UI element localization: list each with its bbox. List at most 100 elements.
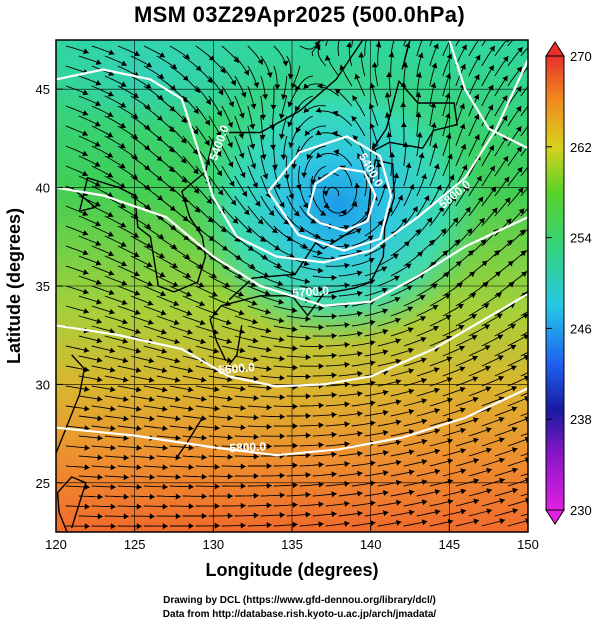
stream-arrowhead [517,187,524,194]
stream-arrowhead [331,333,337,339]
stream-arrowhead [443,272,450,278]
stream-arrowhead [564,447,570,453]
stream-arrowhead [135,328,141,335]
stream-arrowhead [334,89,341,95]
streamline [507,40,514,47]
stream-arrowhead [421,398,427,404]
stream-arrowhead [162,523,168,530]
stream-arrowhead [382,349,389,356]
stream-arrowhead [201,415,207,422]
stream-arrowhead [421,418,428,425]
stream-arrowhead [486,467,492,474]
stream-arrowhead [259,134,266,140]
stream-arrowhead [522,313,528,319]
stream-arrowhead [511,426,518,433]
stream-arrowhead [358,52,365,58]
stream-arrowhead [279,336,285,343]
stream-arrowhead [109,308,115,315]
stream-arrowhead [415,228,421,235]
stream-arrowhead [107,172,113,178]
stream-arrowhead [235,254,242,260]
stream-arrowhead [144,124,151,130]
stream-arrowhead [226,357,233,364]
stream-arrowhead [250,163,257,169]
contour-label: 5700.0 [292,284,330,301]
stream-arrowhead [249,143,256,150]
stream-arrowhead [278,317,285,324]
y-tick-label: 35 [36,279,50,294]
stream-arrowhead [292,482,298,489]
stream-arrowhead [240,405,246,411]
stream-arrowhead [145,242,152,248]
stream-arrowhead [484,345,491,351]
stream-arrowhead [520,250,527,257]
stream-arrowhead [331,471,337,478]
stream-arrowhead [199,300,205,307]
stream-arrowhead [162,464,168,471]
stream-arrowhead [107,91,114,97]
stream-arrowhead [305,373,311,380]
stream-arrowhead [232,218,239,224]
height-contour [56,59,528,264]
stream-arrowhead [174,357,181,364]
stream-arrowhead [204,119,210,126]
stream-arrowhead [502,56,509,62]
stream-arrowhead [175,493,181,500]
stream-arrowhead [147,300,154,306]
height-contour [56,292,528,388]
stream-arrowhead [344,282,350,289]
stream-arrowhead [305,432,311,439]
stream-arrowhead [83,308,89,314]
stream-arrowhead [318,501,324,508]
stream-arrowhead [416,72,422,78]
stream-arrowhead [172,281,179,287]
stream-arrowhead [533,240,539,246]
stream-arrowhead [240,91,247,98]
stream-arrowhead [214,483,220,490]
stream-arrowhead [481,260,488,267]
stream-arrowhead [134,50,140,57]
stream-arrowhead [268,210,275,216]
stream-arrowhead [96,318,102,324]
stream-arrowhead [240,385,246,392]
stream-arrowhead [412,206,418,213]
stream-arrowhead [162,425,168,432]
stream-arrowhead [392,33,398,39]
stream-arrowhead [395,439,402,446]
stream-arrowhead [420,357,427,364]
stream-arrowhead [173,319,180,326]
stream-arrowhead [384,92,391,98]
stream-arrowhead [370,480,376,487]
stream-arrowhead [175,513,181,520]
stream-arrowhead [146,62,152,68]
stream-arrowhead [466,228,473,235]
stream-arrowhead [240,463,246,470]
stream-arrowhead [506,239,513,246]
stream-arrowhead [120,241,127,247]
stream-arrowhead [122,318,128,325]
stream-arrowhead [531,58,537,64]
stream-arrowhead [537,406,543,412]
stream-arrowhead [146,261,153,268]
stream-arrowhead [243,209,250,215]
stream-arrowhead [488,65,494,72]
stream-arrowhead [213,347,219,354]
streamline [520,46,528,57]
stream-arrowhead [470,314,477,320]
stream-arrowhead [257,58,264,65]
stream-arrowhead [370,500,376,507]
stream-arrowhead [96,337,103,344]
stream-arrowhead [564,487,570,493]
y-tick-label: 45 [36,82,50,97]
stream-arrowhead [489,45,495,52]
stream-arrowhead [280,154,287,160]
stream-arrowhead [331,451,337,458]
stream-arrowhead [375,42,382,48]
stream-arrowhead [148,357,155,364]
stream-arrowhead [438,206,444,213]
stream-arrowhead [304,278,310,285]
stream-arrowhead [97,474,103,481]
stream-arrowhead [149,493,155,500]
stream-arrowhead [240,172,246,178]
stream-arrowhead [109,328,115,334]
